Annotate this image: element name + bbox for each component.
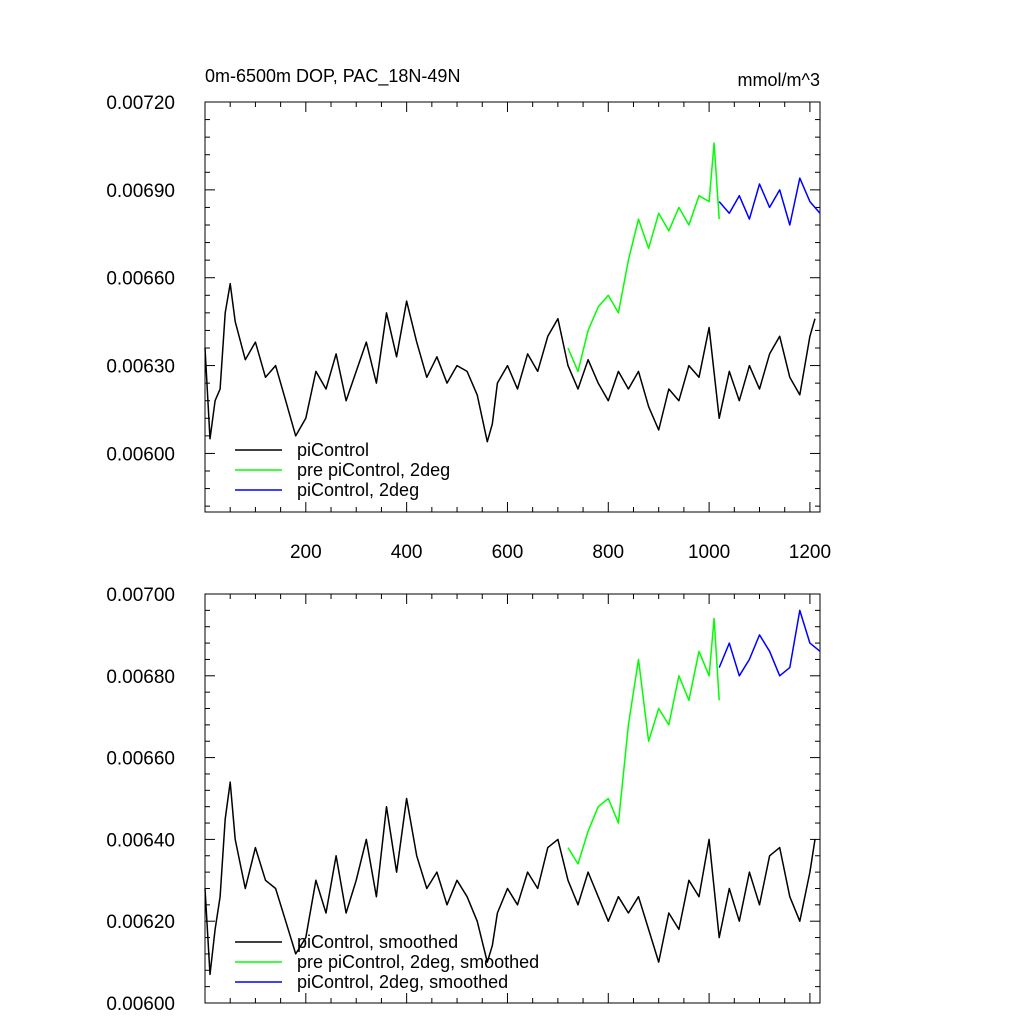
series-line-2 bbox=[718, 177, 821, 226]
plot-frame bbox=[204, 593, 821, 1004]
x-tick-label: 600 bbox=[492, 542, 524, 563]
y-tick-label: 0.00720 bbox=[106, 93, 175, 114]
x-tick-label: 800 bbox=[592, 542, 624, 563]
legend-label: piControl, smoothed bbox=[297, 932, 458, 952]
x-tick-label: 200 bbox=[290, 542, 322, 563]
legend-label: pre piControl, 2deg bbox=[297, 460, 450, 480]
y-tick-label: 0.00630 bbox=[106, 357, 175, 378]
bottom-panel: 0.00600 0.00620 0.00640 0.00660 0.00680 0.007… bbox=[106, 585, 821, 1015]
series-line-0 bbox=[204, 282, 816, 443]
legend-label: piControl, 2deg bbox=[297, 480, 419, 500]
series-line-2 bbox=[718, 609, 821, 677]
y-tick-label: 0.00660 bbox=[106, 269, 175, 290]
y-tick-label: 0.00600 bbox=[106, 994, 175, 1015]
legend-label: piControl, 2deg, smoothed bbox=[297, 972, 508, 992]
top-panel: 0m-6500m DOP, PAC_18N-49N mmol/m^3 0.00600… bbox=[106, 66, 831, 563]
legend-label: piControl bbox=[297, 440, 369, 460]
y-tick-label: 0.00700 bbox=[106, 585, 175, 606]
x-tick-label: 400 bbox=[391, 542, 423, 563]
y-tick-label: 0.00660 bbox=[106, 749, 175, 770]
y-tick-label: 0.00600 bbox=[106, 444, 175, 465]
series-line-0 bbox=[204, 781, 816, 976]
y-tick-label: 0.00690 bbox=[106, 181, 175, 202]
y-tick-label: 0.00640 bbox=[106, 830, 175, 851]
y-tick-label: 0.00620 bbox=[106, 912, 175, 933]
series-line-1 bbox=[567, 142, 720, 373]
legend-label: pre piControl, 2deg, smoothed bbox=[297, 952, 539, 972]
chart-title: 0m-6500m DOP, PAC_18N-49N bbox=[205, 66, 460, 87]
x-tick-label: 1200 bbox=[789, 542, 831, 563]
series-line-1 bbox=[567, 617, 720, 865]
plot-frame bbox=[204, 101, 821, 513]
x-tick-label: 1000 bbox=[688, 542, 730, 563]
y-tick-label: 0.00680 bbox=[106, 667, 175, 688]
units-label: mmol/m^3 bbox=[738, 70, 820, 90]
